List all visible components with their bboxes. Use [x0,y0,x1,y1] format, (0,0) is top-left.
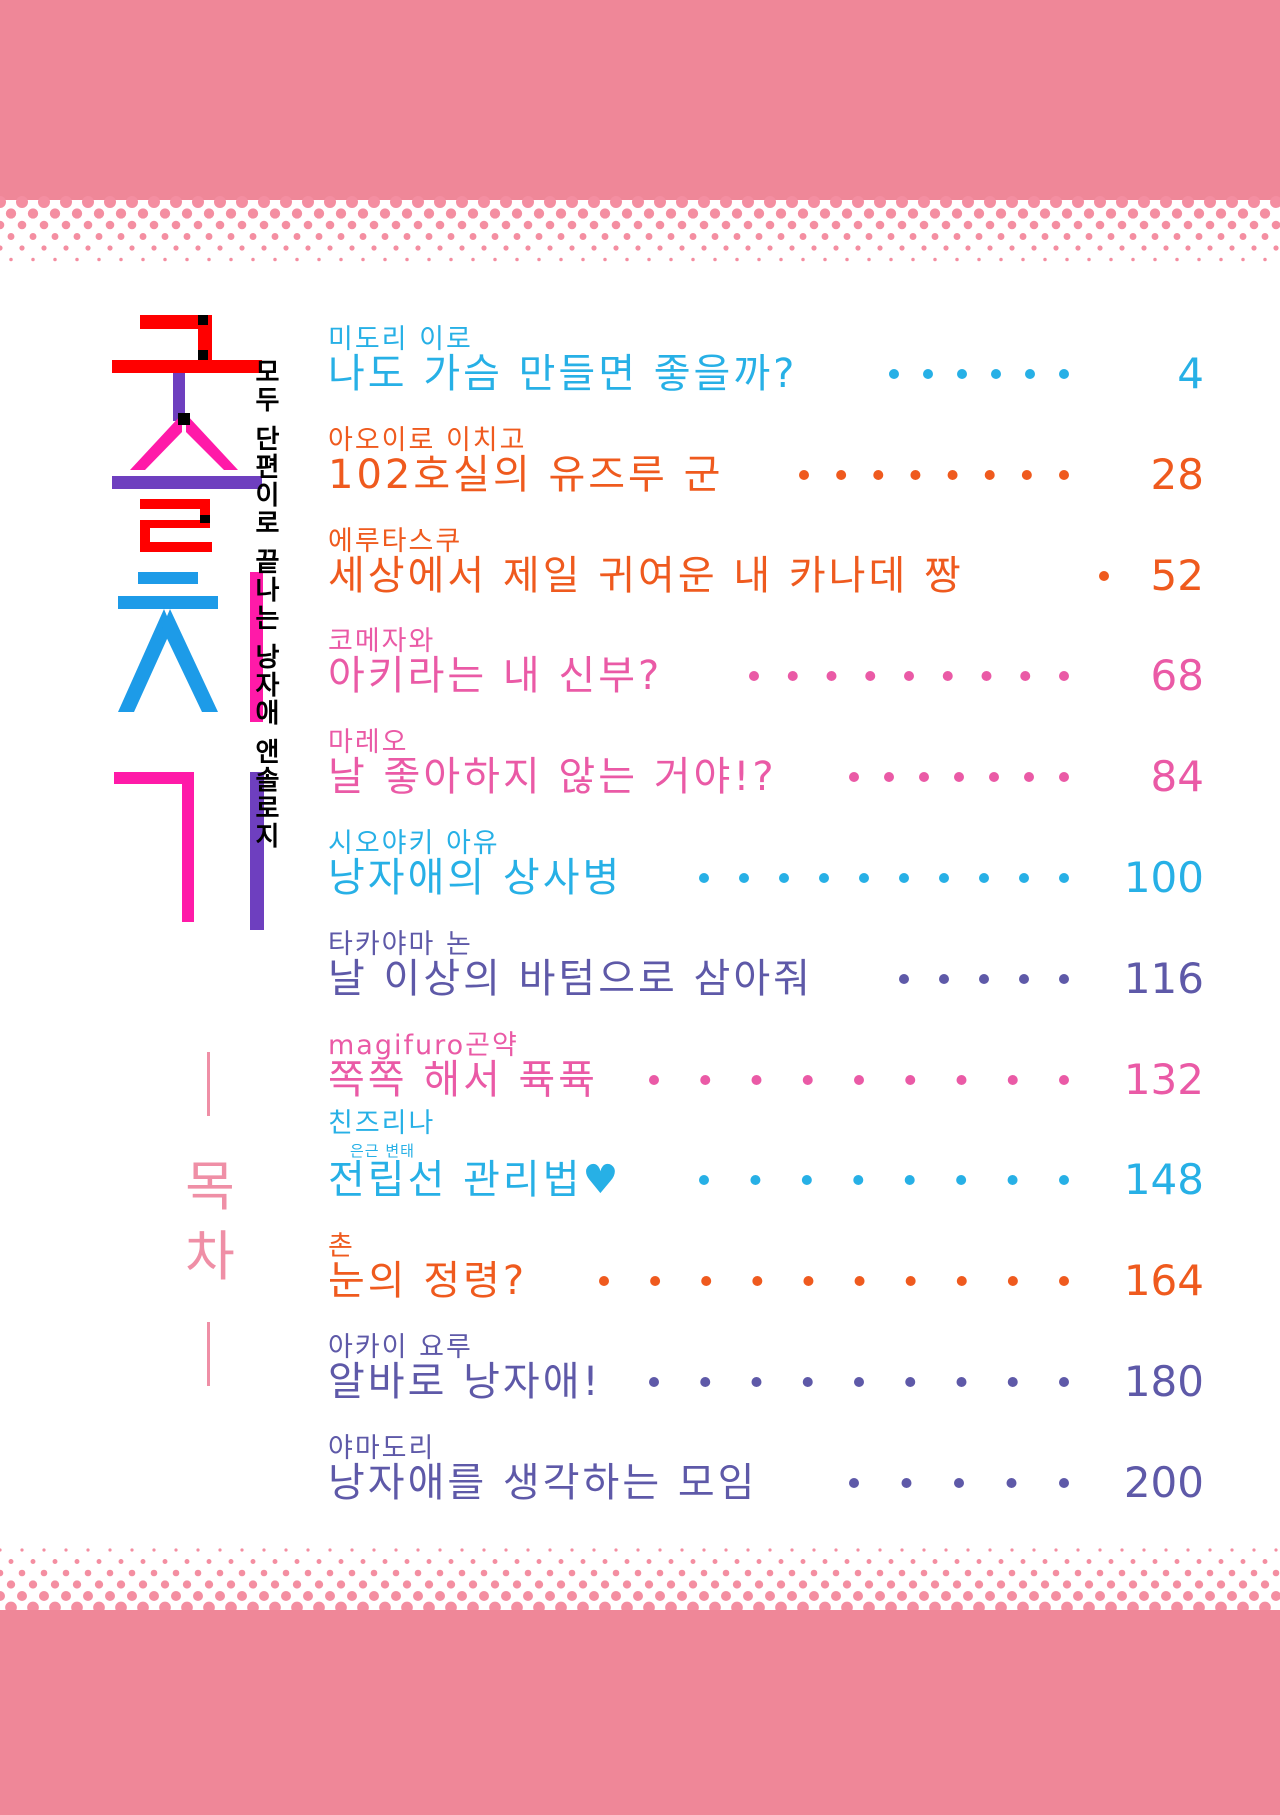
toc-author: 미도리 이로 [328,324,473,355]
toc-dot-leader [799,469,1069,480]
book-subtitle: 모두 단편이로 끝나는 낭자애 앤솔로지 [250,358,280,851]
toc-ruby-note: 은근 변태 [350,1142,415,1161]
toc-entry[interactable]: 미도리 이로 나도 가슴 만들면 좋을까? 4 [328,324,1204,425]
toc-title: 나도 가슴 만들면 좋을까? [328,351,798,397]
top-pink-band [0,0,1280,200]
toc-author: 마레오 [328,727,409,759]
toc-dot-leader [849,1477,1069,1488]
toc-page-number: 164 [1123,1256,1204,1306]
toc-title: 날 이상의 바텀으로 삼아줘 [328,955,813,1002]
toc-entry[interactable]: 야마도리 낭자애를 생각하는 모임 200 [328,1433,1204,1534]
toc-dot-leader [1099,570,1109,581]
toc-dot-leader [599,1276,1069,1287]
toc-page-number: 116 [1123,953,1204,1003]
book-title [100,310,290,930]
toc-dot-leader [649,1376,1069,1387]
book-title-lettering [112,315,264,930]
toc-author: 아카이 요루 [328,1331,473,1363]
contents-heading: 목차 [170,1052,250,1387]
toc-title: 세상에서 제일 귀여운 내 카나데 짱 [328,552,964,599]
toc-entry[interactable]: 에루타스쿠 세상에서 제일 귀여운 내 카나데 짱 52 [328,526,1204,627]
toc-page-number: 148 [1123,1155,1204,1205]
toc-title: 눈의 정령? [328,1258,528,1305]
toc-entry[interactable]: 촌 눈의 정령? 164 [328,1231,1204,1332]
toc-title: 아키라는 내 신부? [328,653,663,700]
toc-dot-leader [699,872,1069,883]
toc-author: 타카야마 논 [328,928,473,960]
toc-page-number: 100 [1123,852,1204,902]
bottom-dot-pattern [0,1548,1280,1612]
toc-author: 친즈리나 [328,1108,436,1140]
toc-entry[interactable]: magifuro곤약 쪽쪽 해서 퓩퓩 132 [328,1030,1204,1131]
toc-page-number: 132 [1123,1054,1204,1104]
toc-entry[interactable]: 마레오 날 좋아하지 않는 거야!? 84 [328,727,1204,828]
toc-dot-leader [889,369,1069,379]
toc-page-number: 200 [1123,1457,1204,1507]
toc-entry[interactable]: 아카이 요루 알바로 낭자애! 180 [328,1332,1204,1433]
toc-title: 알바로 낭자애! [328,1358,602,1405]
toc-title: 102호실의 유즈루 군 [328,451,724,498]
toc-dot-leader [849,772,1069,783]
toc-title: 쪽쪽 해서 퓩퓩 [328,1056,599,1103]
toc-author: 촌 [328,1231,355,1263]
toc-author: 코메자와 [328,626,436,658]
toc-author: 에루타스쿠 [328,525,463,557]
toc-dot-leader [899,973,1069,984]
bottom-pink-band [0,1610,1280,1815]
toc-entry[interactable]: 코메자와 아키라는 내 신부? 68 [328,626,1204,727]
toc-author: magifuro곤약 [328,1029,519,1061]
top-dot-pattern [0,196,1280,262]
toc-page-number: 68 [1150,651,1204,701]
toc-author: 야마도리 [328,1432,436,1464]
toc-title: 낭자애를 생각하는 모임 [328,1459,758,1506]
toc-title: 날 좋아하지 않는 거야!? [328,754,777,801]
toc-dot-leader [749,671,1069,682]
toc-page-number: 180 [1123,1356,1204,1406]
contents-bottom-rule [207,1322,210,1386]
toc-page-number: 28 [1150,449,1204,499]
table-of-contents: 미도리 이로 나도 가슴 만들면 좋을까? 4 아오이로 이치고 102호실의 유즈루 … [328,324,1204,1534]
toc-dot-leader [699,1175,1069,1186]
toc-page-number: 4 [1177,349,1204,398]
toc-title: 낭자애의 상사병 [328,854,623,901]
toc-entry[interactable]: 시오야키 아유 낭자애의 상사병 100 [328,828,1204,929]
toc-author: 아오이로 이치고 [328,424,527,456]
contents-label: 목차 [185,1155,235,1288]
toc-dot-leader [649,1074,1069,1085]
toc-page-number: 84 [1150,752,1204,802]
contents-top-rule [207,1052,210,1116]
toc-title: 전립선 관리법♥ [328,1157,622,1204]
toc-author: 시오야키 아유 [328,827,500,859]
toc-page-number: 52 [1150,550,1204,600]
toc-entry[interactable]: 아오이로 이치고 102호실의 유즈루 군 28 [328,425,1204,526]
